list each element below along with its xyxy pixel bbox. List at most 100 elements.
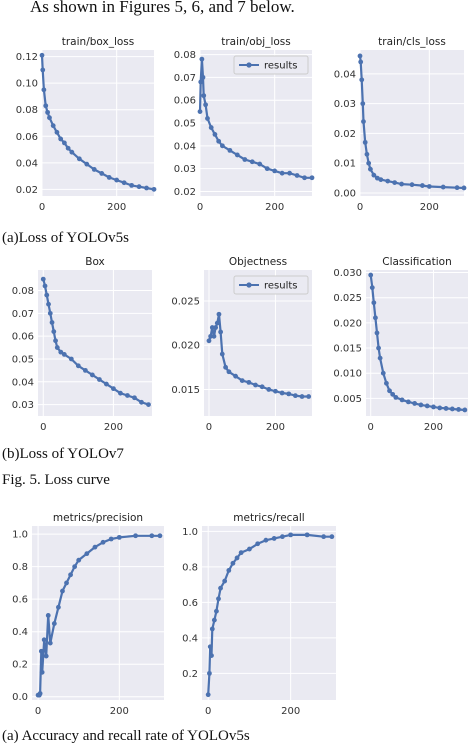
y-tick-label: 0.020: [171, 341, 200, 352]
data-point: [40, 67, 46, 73]
x-tick-label: 0: [39, 202, 45, 213]
y-tick-label: 0.01: [334, 159, 356, 170]
data-point: [366, 160, 372, 166]
chart-train-obj-loss: 0.02 0.03 0.04 0.05 0.06 0.07 0.08 0 200 train/ob…: [174, 36, 315, 213]
data-point: [418, 402, 424, 408]
y-tick-label: 0.02: [334, 129, 356, 140]
data-point: [149, 533, 155, 539]
data-point: [46, 301, 51, 307]
data-point: [409, 182, 415, 188]
chart-train-cls-loss: 0.00 0.01 0.02 0.03 0.04 0 200 train/cls_loss: [334, 36, 467, 213]
data-point: [461, 185, 467, 191]
data-point: [294, 173, 300, 178]
data-point: [89, 372, 95, 378]
chart-title: Objectness: [229, 256, 287, 268]
y-tick-label: 0.06: [174, 96, 196, 107]
y-tick-label: 0.6: [182, 598, 198, 609]
data-point: [272, 168, 278, 174]
data-point: [426, 184, 432, 189]
data-point: [216, 596, 221, 602]
data-point: [271, 536, 277, 541]
legend-box: [233, 275, 309, 295]
y-tick-label: 0.010: [333, 369, 362, 380]
chart-title: metrics/recall: [233, 512, 304, 524]
x-tick-label: 0: [40, 422, 46, 433]
data-point: [45, 109, 50, 115]
data-point: [37, 691, 43, 696]
data-point: [399, 181, 404, 187]
data-point: [208, 125, 214, 130]
plot-background: [366, 270, 468, 416]
y-tick-label: 0.03: [334, 99, 356, 110]
data-point: [129, 182, 135, 188]
data-point: [263, 537, 269, 543]
data-point: [69, 149, 75, 155]
data-point: [151, 186, 157, 192]
data-point: [205, 692, 211, 698]
chart-title: train/cls_loss: [378, 36, 446, 48]
data-point: [246, 379, 252, 385]
data-point: [39, 669, 45, 675]
data-point: [45, 613, 51, 618]
y-tick-label: 0.005: [333, 394, 362, 405]
data-point: [84, 161, 90, 167]
data-point: [264, 166, 270, 172]
caption-precision-recall: (a) Accuracy and recall rate of YOLOv5s: [2, 728, 250, 744]
x-tick-label: 200: [420, 202, 439, 213]
data-point: [47, 310, 53, 316]
data-point: [257, 161, 263, 167]
intro-text: As shown in Figures 5, 6, and 7 below.: [30, 0, 295, 16]
chart-title: Box: [85, 256, 105, 268]
y-tick-label: 0.00: [334, 189, 356, 200]
data-point: [206, 338, 212, 344]
data-point: [50, 123, 56, 129]
data-point: [38, 648, 44, 654]
x-tick-label: 0: [368, 422, 374, 433]
data-point: [247, 546, 252, 552]
data-point: [41, 87, 47, 93]
y-tick-label: 0.10: [16, 79, 38, 90]
data-point: [385, 178, 391, 184]
data-point: [157, 533, 163, 539]
data-point: [223, 364, 228, 370]
data-point: [47, 115, 52, 121]
data-point: [197, 109, 203, 114]
data-point: [259, 384, 265, 390]
data-point: [114, 177, 120, 183]
x-tick-label: 200: [266, 422, 285, 433]
caption-yolov7-loss: (b)Loss of YOLOv7: [2, 446, 124, 462]
data-point: [288, 532, 294, 538]
data-point: [44, 292, 50, 298]
data-point: [220, 143, 225, 149]
data-point: [368, 272, 374, 278]
x-tick-label: 200: [265, 202, 284, 213]
data-point: [392, 180, 398, 185]
data-point: [92, 544, 98, 550]
y-tick-label: 0.015: [171, 385, 200, 396]
data-point: [211, 333, 217, 339]
data-point: [273, 388, 278, 394]
y-tick-label: 0.07: [174, 73, 196, 84]
y-tick-label: 0.05: [12, 354, 34, 365]
data-point: [321, 534, 327, 540]
y-tick-label: 0.4: [12, 627, 28, 638]
y-tick-label: 0.8: [182, 562, 198, 573]
y-tick-label: 0.04: [334, 69, 356, 80]
data-point: [216, 138, 222, 144]
y-tick-label: 0.08: [12, 286, 34, 297]
data-point: [84, 551, 90, 557]
data-point: [40, 276, 46, 282]
y-tick-label: 0.05: [174, 119, 196, 130]
x-tick-label: 0: [206, 422, 212, 433]
data-point: [91, 167, 97, 172]
y-tick-label: 0.020: [333, 318, 362, 329]
y-tick-label: 1.0: [182, 527, 198, 538]
chart-metrics-recall: 0.2 0.4 0.6 0.8 1.0 0 200 metrics/recall: [182, 512, 336, 717]
data-point: [364, 151, 370, 157]
data-point: [53, 338, 58, 344]
figure-5-caption: Fig. 5. Loss curve: [2, 472, 110, 488]
data-point: [371, 172, 377, 178]
data-point: [136, 184, 142, 190]
data-point: [393, 394, 399, 400]
y-tick-label: 0.06: [16, 132, 38, 143]
